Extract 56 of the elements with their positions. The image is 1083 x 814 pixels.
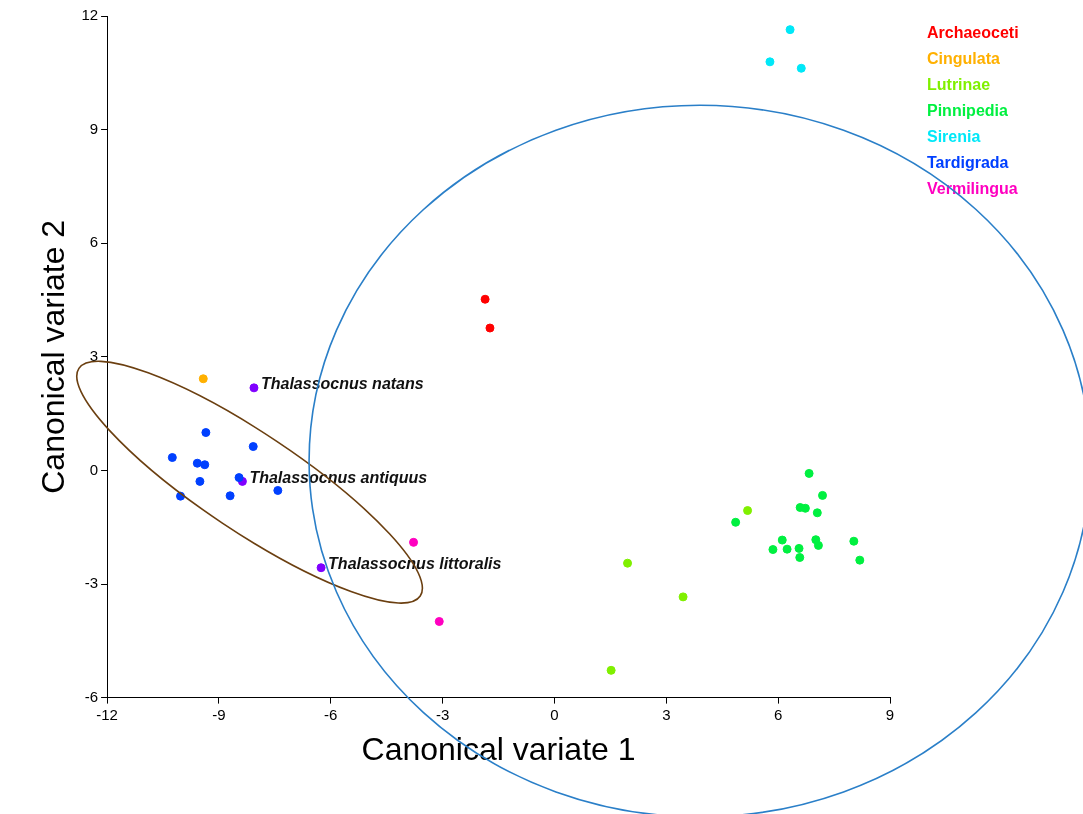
point (248, 442, 258, 452)
point (434, 616, 444, 626)
x-tick-label: 6 (773, 705, 783, 723)
point (795, 552, 805, 562)
x-tick-label: 0 (550, 705, 559, 723)
point (818, 490, 828, 500)
point (782, 544, 792, 554)
point (804, 468, 814, 478)
x-tick-label: -9 (212, 705, 226, 723)
point (167, 453, 177, 463)
text: Pinnipedia (927, 102, 1008, 120)
text: Archaeoceti (927, 24, 1019, 42)
y-tick-label: 6 (89, 233, 99, 251)
point (849, 536, 859, 546)
point (201, 428, 211, 438)
x-tick-label: -3 (435, 705, 450, 723)
x-tick-label: 3 (662, 705, 671, 723)
point (249, 383, 259, 393)
point (855, 555, 865, 565)
point (813, 540, 823, 550)
text: Lutrinae (927, 76, 991, 94)
point (606, 665, 616, 675)
point (409, 537, 419, 547)
point (273, 485, 283, 495)
y-tick-label: -3 (84, 574, 99, 592)
point (777, 535, 787, 545)
y-tick-label: 12 (81, 6, 99, 24)
point (198, 374, 208, 384)
point (796, 63, 806, 73)
point (192, 458, 202, 468)
point (812, 508, 822, 518)
point (794, 543, 804, 553)
point (316, 563, 326, 573)
y-axis-title: Canonical variate 2 (35, 219, 72, 494)
point (731, 517, 741, 527)
point (225, 491, 235, 501)
text: Cingulata (927, 50, 1000, 68)
y-tick-label: 0 (89, 460, 99, 478)
point (765, 57, 775, 67)
point (480, 294, 490, 304)
point (743, 506, 753, 516)
y-tick-label: 3 (89, 346, 99, 364)
x-tick-label: -12 (96, 705, 118, 723)
x-tick-label: 9 (885, 705, 895, 723)
point (195, 476, 205, 486)
text: Sirenia (927, 128, 981, 146)
point (678, 592, 688, 602)
text: Tardigrada (927, 154, 1009, 172)
point (768, 545, 778, 555)
point (785, 25, 795, 35)
point (485, 323, 495, 333)
x-tick-label: -6 (324, 705, 338, 723)
point (623, 558, 633, 568)
y-tick-label: 9 (89, 119, 99, 137)
point (200, 460, 210, 470)
y-tick-label: -6 (84, 687, 99, 705)
